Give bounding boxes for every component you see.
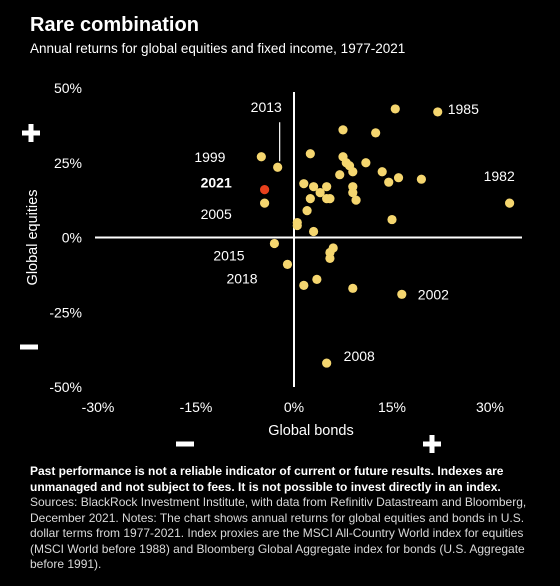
- data-point: [322, 182, 332, 192]
- data-point: [305, 194, 315, 204]
- data-point: [348, 167, 358, 177]
- data-point: [338, 125, 348, 135]
- point-label-1985: 1985: [448, 101, 479, 117]
- minus-icon-equities-down: [20, 344, 38, 350]
- data-point: [312, 274, 322, 284]
- data-point-2015: [269, 238, 279, 249]
- data-point-2008: [322, 358, 332, 368]
- data-point-2021: [260, 185, 270, 195]
- y-tick-label: 25%: [54, 155, 82, 171]
- data-point: [377, 167, 387, 177]
- y-tick-label: -25%: [49, 304, 82, 320]
- footnote-sources: Sources: BlackRock Investment Institute,…: [30, 495, 527, 571]
- chart-subtitle: Annual returns for global equities and f…: [30, 41, 406, 56]
- data-point: [390, 104, 400, 114]
- point-label-2021: 2021: [201, 175, 232, 191]
- data-point: [351, 195, 361, 205]
- x-tick-label: -30%: [82, 399, 115, 415]
- data-point: [416, 174, 426, 184]
- data-point-1985: [433, 107, 443, 117]
- x-tick-label: 15%: [378, 399, 406, 415]
- x-tick-label: 0%: [284, 399, 304, 415]
- y-tick-label: -50%: [49, 379, 82, 395]
- footnote-disclaimer: Past performance is not a reliable indic…: [30, 464, 504, 494]
- point-label-1999: 1999: [194, 149, 225, 165]
- y-tick-label: 0%: [62, 230, 82, 246]
- y-tick-label: 50%: [54, 80, 82, 96]
- data-point: [325, 253, 335, 264]
- data-point-2013: [273, 162, 283, 172]
- minus-icon-bonds-down: [176, 441, 194, 447]
- data-point: [299, 179, 309, 189]
- data-point-1982: [505, 198, 515, 208]
- data-point: [305, 149, 315, 159]
- data-point: [315, 188, 325, 198]
- data-point: [292, 220, 302, 231]
- plus-icon-equities-up-v: [28, 124, 34, 142]
- point-label-2008: 2008: [344, 348, 375, 364]
- data-point-1999: [256, 152, 266, 162]
- data-point: [384, 177, 394, 187]
- data-point: [361, 158, 371, 168]
- data-point: [348, 188, 358, 198]
- data-point: [325, 194, 335, 204]
- data-point: [302, 205, 312, 216]
- x-tick-label: -15%: [180, 399, 213, 415]
- data-point-2005: [260, 198, 270, 208]
- footnote: Past performance is not a reliable indic…: [30, 464, 535, 573]
- point-label-2015: 2015: [213, 247, 244, 263]
- data-point: [348, 283, 358, 293]
- data-point: [335, 170, 345, 180]
- point-label-2013: 2013: [251, 99, 282, 115]
- point-label-1982: 1982: [484, 168, 515, 184]
- point-label-2018: 2018: [226, 270, 257, 286]
- x-tick-label: 30%: [476, 399, 504, 415]
- data-point-2018: [282, 259, 293, 270]
- chart-title: Rare combination: [30, 14, 199, 36]
- scatter-chart: 50% 25% 0% -25% -50%-30% -15% 0% 15% 30% Global b…: [20, 80, 522, 453]
- data-point: [309, 226, 319, 237]
- data-point: [387, 214, 397, 225]
- point-label-2005: 2005: [201, 206, 232, 222]
- point-label-2002: 2002: [418, 286, 449, 302]
- data-point: [393, 173, 404, 183]
- data-point: [299, 280, 309, 290]
- data-point-2002: [397, 289, 407, 299]
- x-axis-label: Global bonds: [268, 423, 353, 439]
- data-point: [309, 182, 319, 192]
- y-axis-label: Global equities: [25, 190, 41, 286]
- data-point: [371, 128, 381, 138]
- plus-icon-bonds-up-v: [429, 435, 435, 453]
